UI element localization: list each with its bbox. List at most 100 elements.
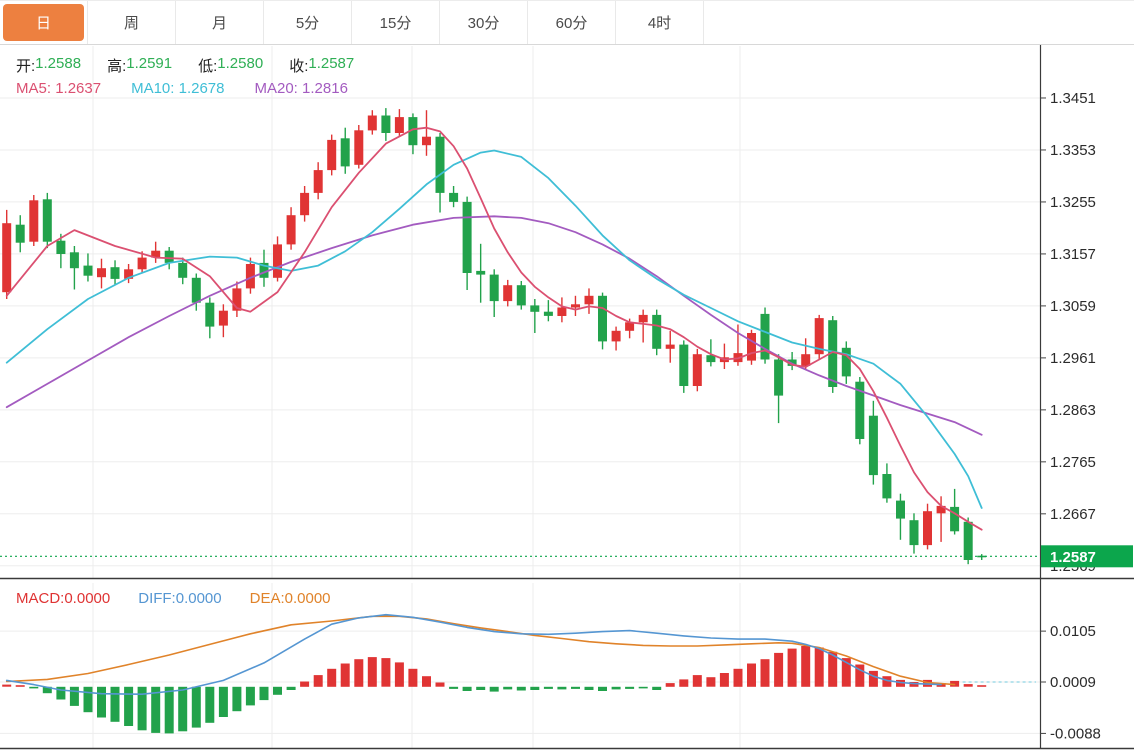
candle bbox=[503, 279, 513, 307]
candle bbox=[151, 241, 161, 263]
candle bbox=[408, 113, 418, 155]
candle bbox=[571, 295, 580, 316]
macd-bar bbox=[367, 657, 377, 687]
macd-bar bbox=[422, 676, 431, 687]
macd-bar bbox=[571, 686, 580, 689]
macd-bar bbox=[774, 652, 784, 687]
candle bbox=[191, 273, 201, 311]
ma10-readout: MA10: 1.2678 bbox=[131, 80, 224, 97]
candle bbox=[381, 108, 391, 141]
candle bbox=[313, 162, 323, 200]
tab-15min[interactable]: 15分 bbox=[352, 1, 440, 44]
tab-day[interactable]: 日 bbox=[0, 1, 88, 44]
macd-bar bbox=[543, 686, 553, 689]
macd-bar bbox=[841, 658, 851, 687]
candle bbox=[69, 246, 79, 290]
macd-bar bbox=[652, 686, 662, 690]
macd-bar bbox=[273, 686, 282, 695]
candle bbox=[137, 251, 147, 274]
candle bbox=[232, 281, 242, 317]
macd-histogram bbox=[2, 646, 987, 734]
candle bbox=[801, 338, 811, 371]
candle bbox=[15, 215, 25, 253]
macd-bar bbox=[963, 684, 973, 687]
svg-text:0.0009: 0.0009 bbox=[1050, 674, 1096, 691]
candle bbox=[394, 109, 404, 137]
close-label: 收: bbox=[289, 58, 309, 75]
macd-bar bbox=[15, 685, 25, 687]
close-readout: 收: 1.2587 bbox=[289, 55, 354, 76]
high-label: 高: bbox=[107, 58, 127, 75]
candle bbox=[760, 307, 770, 364]
open-readout: 开: 1.2588 bbox=[16, 55, 81, 76]
candle bbox=[882, 463, 892, 503]
tab-week[interactable]: 周 bbox=[88, 1, 176, 44]
candle bbox=[747, 329, 756, 365]
macd-bar bbox=[137, 686, 147, 731]
macd-bar bbox=[719, 673, 729, 687]
macd-bar bbox=[679, 679, 689, 687]
macd-bar bbox=[408, 668, 418, 687]
dea-value: 0.0000 bbox=[284, 590, 331, 607]
tab-month[interactable]: 月 bbox=[176, 1, 264, 44]
macd-bar bbox=[665, 683, 675, 687]
svg-text:1.2863: 1.2863 bbox=[1050, 402, 1096, 419]
ma-readout: MA5: 1.2637 MA10: 1.2678 MA20: 1.2816 bbox=[16, 80, 348, 97]
svg-text:1.3157: 1.3157 bbox=[1050, 246, 1096, 263]
macd-bar bbox=[42, 686, 52, 694]
macd-bar bbox=[625, 686, 635, 689]
candle bbox=[977, 554, 987, 560]
ma5-readout: MA5: 1.2637 bbox=[16, 80, 101, 97]
candle bbox=[42, 192, 52, 249]
macd-bar bbox=[855, 664, 865, 687]
macd-bar bbox=[2, 684, 12, 687]
tab-day-label: 日 bbox=[3, 4, 84, 41]
last-price-badge: 1.2587 bbox=[1041, 545, 1133, 568]
dea-value-readout: DEA: 0.0000 bbox=[250, 590, 331, 607]
macd-bar bbox=[56, 686, 66, 700]
macd-value-readout: MACD: 0.0000 bbox=[16, 590, 110, 607]
candle bbox=[665, 330, 675, 363]
ma5-value: 1.2637 bbox=[55, 80, 102, 97]
macd-readout: MACD: 0.0000 DIFF: 0.0000 DEA: 0.0000 bbox=[16, 590, 331, 607]
ma20-readout: MA20: 1.2816 bbox=[255, 80, 348, 97]
candles bbox=[2, 108, 987, 565]
candle bbox=[245, 257, 255, 294]
candle bbox=[963, 517, 973, 565]
macd-bar bbox=[787, 648, 797, 687]
candle bbox=[124, 264, 134, 284]
candle bbox=[29, 195, 39, 246]
gridlines bbox=[0, 46, 1040, 748]
macd-bar bbox=[394, 662, 404, 687]
tab-5min[interactable]: 5分 bbox=[264, 1, 352, 44]
svg-text:1.2667: 1.2667 bbox=[1050, 506, 1096, 523]
macd-bar bbox=[191, 686, 201, 728]
ohlc-readout: 开: 1.2588 高: 1.2591 低: 1.2580 收: 1.2587 bbox=[16, 55, 354, 76]
candle bbox=[706, 339, 716, 367]
candle bbox=[530, 299, 540, 333]
svg-text:1.2765: 1.2765 bbox=[1050, 454, 1096, 471]
diff-value: 0.0000 bbox=[175, 590, 222, 607]
macd-bar bbox=[232, 686, 242, 712]
candle bbox=[814, 314, 824, 360]
candle bbox=[611, 326, 621, 351]
diff-line bbox=[5, 613, 942, 695]
macd-bar bbox=[977, 685, 987, 687]
ma20-line bbox=[5, 215, 983, 436]
svg-text:1.3059: 1.3059 bbox=[1050, 298, 1096, 315]
candle bbox=[679, 340, 689, 393]
candle bbox=[178, 257, 188, 285]
tab-60min[interactable]: 60分 bbox=[528, 1, 616, 44]
ma10-value: 1.2678 bbox=[178, 80, 225, 97]
macd-bar bbox=[178, 686, 188, 732]
high-value: 1.2591 bbox=[126, 55, 173, 72]
tab-4hour[interactable]: 4时 bbox=[616, 1, 704, 44]
macd-bar bbox=[503, 686, 513, 690]
candle bbox=[205, 297, 215, 339]
macd-bar bbox=[97, 686, 106, 718]
candle bbox=[435, 133, 445, 213]
tab-30min[interactable]: 30分 bbox=[440, 1, 528, 44]
low-label: 低: bbox=[198, 58, 218, 75]
macd-bar bbox=[530, 686, 540, 690]
